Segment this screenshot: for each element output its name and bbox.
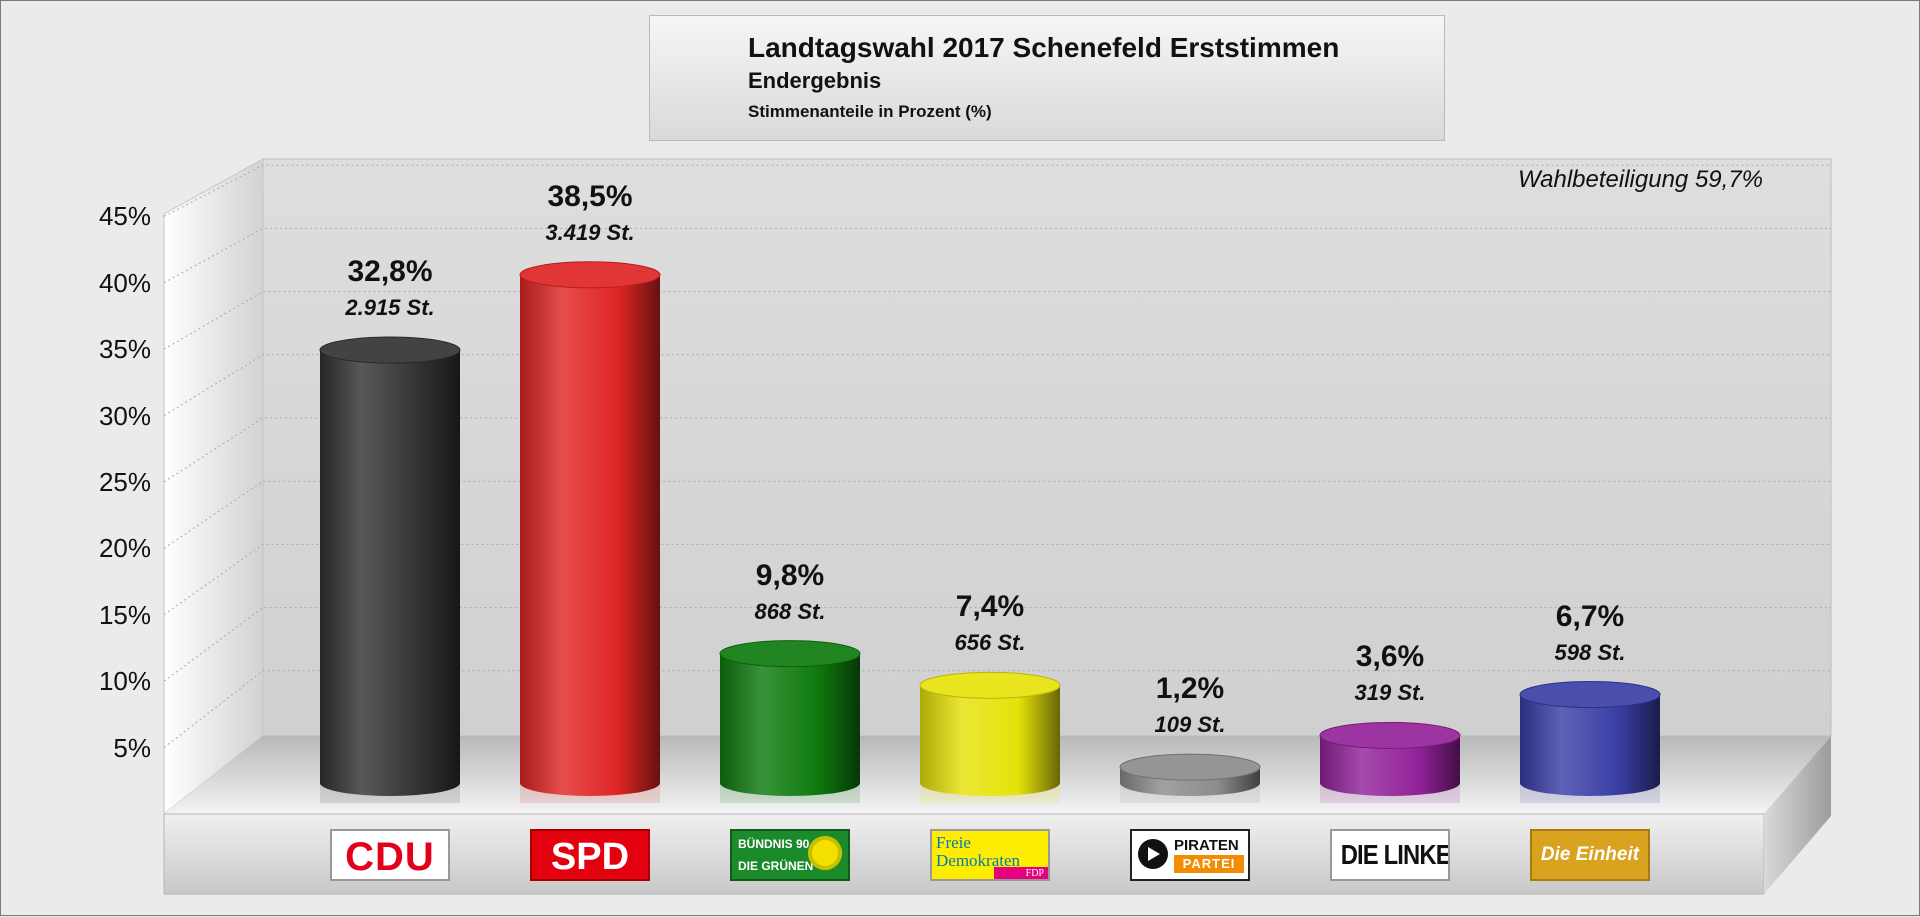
piraten-logo-line2: PARTEI — [1174, 855, 1244, 873]
bar-value-label: 9,8% — [755, 558, 825, 592]
bar-votes-label: 109 St. — [1154, 712, 1226, 738]
bar-body — [1320, 735, 1460, 796]
bar-top — [919, 671, 1061, 699]
y-tick-label: 25% — [98, 467, 151, 497]
bar-0 — [319, 336, 461, 803]
y-tick-label: 20% — [98, 533, 151, 564]
bar-body — [520, 274, 660, 796]
bar-body — [720, 653, 860, 796]
bar-value-label: 1,2% — [1155, 672, 1225, 706]
bar-body — [320, 350, 460, 796]
bar-votes-label: 656 St. — [954, 630, 1026, 656]
fdp-logo: Freie Demokraten FDP — [930, 829, 1050, 881]
turnout-label: Wahlbeteiligung 59,7% — [1517, 166, 1763, 193]
linke-logo: DIE LINKE. — [1330, 829, 1450, 881]
einheit-logo-text: Die Einheit — [1540, 844, 1640, 865]
y-tick-label: 35% — [98, 334, 151, 365]
gridlines — [163, 164, 1831, 748]
bar-votes-label: 868 St. — [754, 598, 826, 624]
y-tick-label: 40% — [98, 267, 151, 298]
gruene-logo: BÜNDNIS 90 DIE GRÜNEN — [730, 829, 850, 881]
bar-body — [1520, 694, 1660, 796]
cdu-logo: CDU — [330, 829, 450, 881]
floor-side — [1764, 736, 1831, 894]
sunflower-icon — [808, 836, 842, 870]
bar-top — [1119, 753, 1261, 781]
bar-votes-label: 598 St. — [1554, 639, 1626, 665]
y-tick-label: 10% — [98, 666, 151, 697]
bar-top — [519, 261, 661, 289]
bar-value-label: 7,4% — [955, 590, 1025, 624]
y-tick-label: 5% — [113, 732, 151, 763]
bar-3 — [919, 671, 1061, 803]
bar-4 — [1119, 753, 1261, 803]
fdp-logo-line3: FDP — [1025, 868, 1044, 879]
gridline — [163, 607, 1831, 682]
bar-5 — [1319, 721, 1461, 803]
fdp-logo-line1: Freie — [936, 833, 971, 852]
unit-label: Stimmenanteile in Prozent (%) — [748, 102, 992, 121]
spd-logo-text: SPD — [550, 836, 630, 878]
linke-logo-text: DIE LINKE. — [1340, 839, 1450, 870]
gridline — [163, 354, 1831, 417]
title-box: Landtagswahl 2017 Schenefeld Erststimmen… — [649, 15, 1445, 141]
bar-top — [1319, 721, 1461, 749]
bar-value-label: 32,8% — [347, 255, 433, 289]
bars — [319, 261, 1661, 803]
pirate-flag-icon — [1138, 839, 1168, 869]
fdp-logo-line2: Demokraten — [936, 851, 1021, 870]
bar-votes-label: 3.419 St. — [545, 219, 635, 245]
left-wall — [163, 158, 264, 816]
piraten-logo-line1: PIRATEN — [1174, 837, 1239, 854]
chart-subtitle: Endergebnis — [748, 68, 882, 93]
gruene-logo-line1: BÜNDNIS 90 — [738, 837, 810, 851]
y-tick-label: 45% — [98, 201, 151, 232]
fdp-logo-bar — [994, 867, 1048, 879]
bar-6 — [1519, 681, 1661, 803]
bar-2 — [719, 640, 861, 803]
bar-top — [319, 336, 461, 364]
gridline — [163, 164, 1831, 217]
bar-1 — [519, 261, 661, 803]
spd-logo: SPD — [530, 829, 650, 881]
bar-body — [920, 685, 1060, 796]
bar-value-label: 38,5% — [547, 179, 633, 213]
piraten-logo: PIRATEN PARTEI — [1130, 829, 1250, 881]
bar-value-label: 6,7% — [1555, 599, 1625, 633]
y-tick-label: 30% — [98, 400, 151, 431]
gridline — [163, 670, 1831, 748]
cdu-logo-text: CDU — [345, 835, 435, 879]
bar-top — [719, 640, 861, 668]
bar-votes-label: 319 St. — [1354, 680, 1426, 706]
bar-votes-label: 2.915 St. — [345, 295, 435, 321]
gruene-logo-line2: DIE GRÜNEN — [738, 859, 814, 873]
einheit-logo: Die Einheit — [1530, 829, 1650, 881]
y-tick-label: 15% — [98, 599, 151, 630]
bar-top — [1519, 681, 1661, 709]
chart-title: Landtagswahl 2017 Schenefeld Erststimmen — [748, 32, 1340, 63]
bar-value-label: 3,6% — [1355, 640, 1425, 674]
gridline — [163, 543, 1831, 616]
